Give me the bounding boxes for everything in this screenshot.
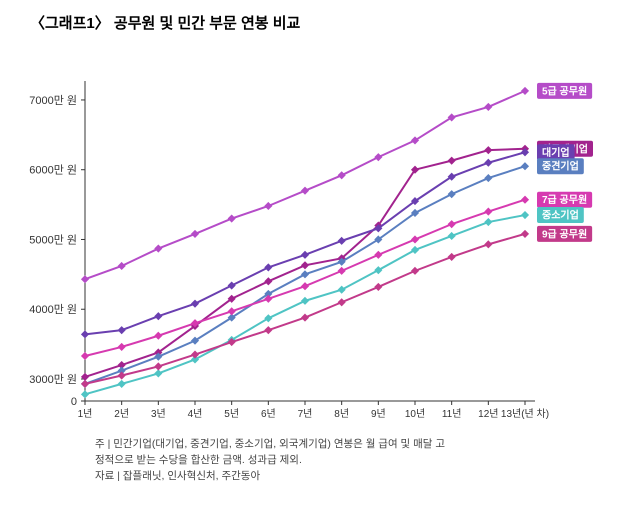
legend-label: 대기업 [542, 146, 570, 159]
legend-label: 7급 공무원 [542, 193, 587, 206]
footnote-line: 정적으로 받는 수당을 합산한 금액. 성과급 제외. [95, 453, 626, 469]
svg-text:1년: 1년 [78, 408, 93, 420]
data-marker [119, 373, 125, 379]
data-marker [449, 233, 455, 239]
data-marker [485, 219, 491, 225]
data-marker [192, 231, 198, 237]
svg-text:6000만 원: 6000만 원 [29, 164, 77, 177]
data-marker [155, 313, 161, 319]
series-line [85, 152, 525, 334]
data-marker [265, 296, 271, 302]
data-marker [485, 160, 491, 166]
data-marker [155, 333, 161, 339]
data-marker [302, 283, 308, 289]
svg-text:3년: 3년 [151, 408, 166, 420]
data-marker [449, 221, 455, 227]
data-marker [302, 315, 308, 321]
svg-text:6년: 6년 [261, 408, 276, 420]
svg-text:3000만 원: 3000만 원 [29, 373, 77, 386]
data-marker [82, 381, 88, 387]
data-marker [119, 344, 125, 350]
svg-text:7년: 7년 [298, 408, 313, 420]
data-marker [229, 216, 235, 222]
data-marker [339, 268, 345, 274]
data-marker [375, 252, 381, 258]
data-marker [522, 88, 528, 94]
svg-text:2년: 2년 [114, 408, 129, 420]
svg-text:13년(년 차): 13년(년 차) [501, 408, 549, 420]
data-marker [412, 268, 418, 274]
data-marker [339, 238, 345, 244]
data-marker [522, 212, 528, 218]
data-marker [412, 236, 418, 242]
footnote: 주 | 민간기업(대기업, 중견기업, 중소기업, 외국계기업) 연봉은 월 급… [0, 431, 626, 484]
svg-text:5000만 원: 5000만 원 [29, 233, 77, 246]
data-marker [522, 163, 528, 169]
data-marker [119, 381, 125, 387]
svg-text:7000만 원: 7000만 원 [29, 94, 77, 107]
data-marker [82, 331, 88, 337]
data-marker [82, 391, 88, 397]
data-marker [485, 209, 491, 215]
svg-text:4년: 4년 [188, 408, 203, 420]
data-marker [449, 254, 455, 260]
data-marker [485, 147, 491, 153]
svg-text:0: 0 [71, 396, 77, 408]
svg-text:8년: 8년 [334, 408, 349, 420]
data-marker [302, 262, 308, 268]
data-marker [265, 327, 271, 333]
data-marker [192, 352, 198, 358]
footnote-line: 자료 | 잡플래닛, 인사혁신처, 주간동아 [95, 469, 626, 485]
data-marker [229, 308, 235, 314]
line-chart: 0 3000만 원 4000만 원 5000만 원 6000만 원 7000만 원 1년 2년… [0, 41, 626, 431]
svg-text:11년: 11년 [442, 408, 462, 420]
data-marker [339, 299, 345, 305]
data-marker [485, 175, 491, 181]
legend-label: 9급 공무원 [542, 227, 587, 240]
data-marker [522, 231, 528, 237]
data-marker [119, 327, 125, 333]
data-marker [82, 276, 88, 282]
svg-text:10년: 10년 [405, 408, 425, 420]
svg-text:4000만 원: 4000만 원 [29, 303, 77, 316]
data-marker [485, 241, 491, 247]
data-marker [375, 284, 381, 290]
chart-title: 〈그래프1〉 공무원 및 민간 부문 연봉 비교 [0, 0, 626, 41]
data-marker [155, 370, 161, 376]
data-marker [522, 197, 528, 203]
data-marker [302, 188, 308, 194]
data-marker [155, 354, 161, 360]
legend-label: 5급 공무원 [542, 84, 587, 97]
data-marker [302, 252, 308, 258]
legend-label: 중소기업 [542, 209, 579, 222]
data-marker [265, 203, 271, 209]
data-marker [155, 363, 161, 369]
svg-text:5년: 5년 [224, 408, 239, 420]
data-marker [449, 158, 455, 164]
data-marker [485, 104, 491, 110]
legend-label: 중견기업 [542, 160, 579, 173]
data-marker [82, 353, 88, 359]
svg-text:12년: 12년 [478, 408, 498, 420]
footnote-line: 주 | 민간기업(대기업, 중견기업, 중소기업, 외국계기업) 연봉은 월 급… [95, 437, 626, 453]
svg-text:9년: 9년 [371, 408, 386, 420]
